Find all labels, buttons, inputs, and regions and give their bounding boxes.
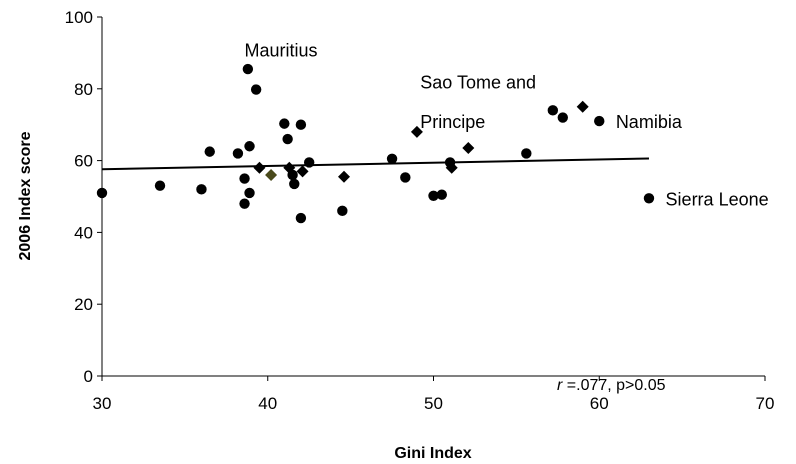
data-points — [96, 63, 655, 224]
trendline-group — [101, 157, 649, 171]
point-annotation: Sao Tome and — [420, 73, 536, 93]
data-point-circle — [521, 148, 532, 159]
x-axis-title: Gini Index — [394, 445, 471, 462]
data-point-circle — [239, 173, 250, 184]
x-tick-label: 60 — [590, 394, 609, 413]
data-point-diamond — [445, 161, 458, 174]
data-point-diamond — [283, 161, 296, 174]
data-point-diamond — [265, 168, 278, 181]
data-point-circle — [400, 172, 411, 183]
y-tick-label: 80 — [74, 80, 93, 99]
data-point-circle — [295, 212, 307, 224]
annotations: Mauritius Sao Tome and Principe Namibia Sier… — [245, 40, 769, 209]
x-ticks: 30 40 50 60 70 — [93, 376, 775, 413]
r-symbol: r — [557, 377, 563, 394]
correlation-note: r =.077, p>0.05 — [557, 377, 666, 394]
point-annotation: Sierra Leone — [666, 189, 769, 209]
data-point-circle — [232, 148, 244, 159]
data-point-circle — [244, 141, 255, 152]
x-tick-label: 40 — [258, 394, 277, 413]
data-point-diamond — [253, 161, 266, 174]
y-tick-label: 60 — [74, 152, 93, 171]
y-tick-label: 40 — [74, 223, 93, 242]
data-point-circle — [436, 189, 447, 200]
y-tick-label: 20 — [74, 295, 93, 314]
data-point-circle — [557, 112, 568, 123]
data-point-circle — [428, 190, 439, 201]
x-tick-label: 50 — [424, 394, 443, 413]
data-point-diamond — [576, 100, 589, 113]
data-point-diamond — [462, 142, 475, 155]
axes: 0 20 40 60 80 100 30 40 50 60 70 — [65, 8, 775, 413]
data-point-circle — [594, 115, 605, 127]
data-point-circle — [96, 187, 108, 199]
data-point-circle — [154, 180, 166, 191]
data-point-circle — [196, 184, 207, 195]
data-point-diamond — [296, 165, 309, 178]
y-tick-label: 100 — [65, 8, 93, 27]
x-tick-label: 30 — [93, 394, 112, 413]
data-point-circle — [282, 133, 293, 145]
point-annotation: Namibia — [616, 112, 683, 132]
data-point-circle — [643, 193, 655, 204]
data-point-circle — [337, 205, 348, 217]
y-tick-label: 0 — [84, 367, 93, 386]
data-point-circle — [250, 84, 262, 95]
data-point-circle — [239, 198, 250, 209]
y-ticks: 0 20 40 60 80 100 — [65, 8, 102, 386]
data-point-circle — [386, 153, 398, 165]
point-annotation: Mauritius — [245, 40, 318, 60]
data-point-diamond — [410, 125, 423, 138]
data-point-circle — [303, 157, 315, 168]
data-point-circle — [289, 178, 300, 190]
data-point-circle — [242, 63, 254, 75]
point-annotation: Principe — [420, 112, 485, 132]
trendline — [101, 157, 649, 171]
y-axis-title: 2006 Index score — [17, 131, 34, 260]
x-tick-label: 70 — [756, 394, 775, 413]
data-point-diamond — [337, 170, 350, 183]
data-point-circle — [279, 118, 290, 129]
r-value-text: =.077, p>0.05 — [562, 377, 665, 394]
data-point-circle — [547, 105, 559, 116]
data-point-circle — [204, 146, 215, 157]
data-point-circle — [295, 119, 307, 130]
data-point-circle — [244, 187, 255, 199]
